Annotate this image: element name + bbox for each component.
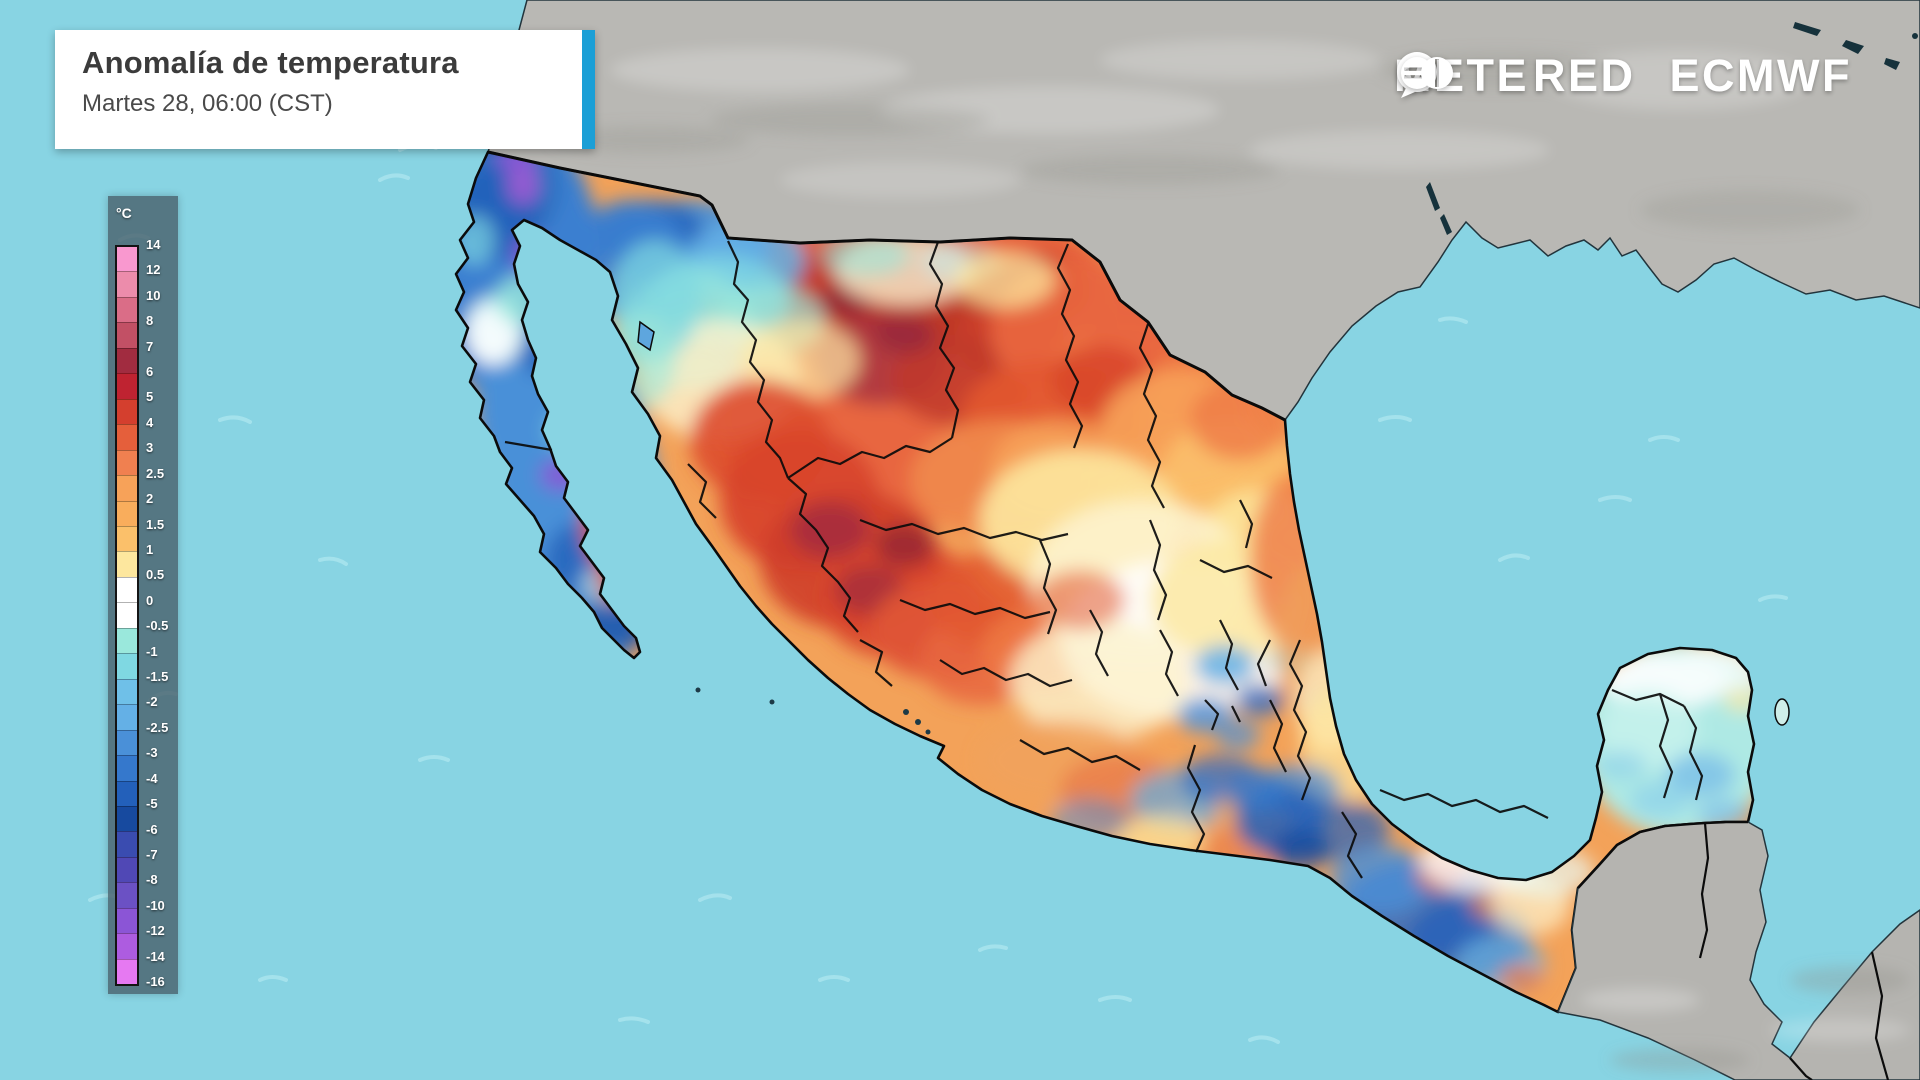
- legend-band: [117, 704, 137, 730]
- legend-tick-label: -2.5: [146, 720, 169, 736]
- legend-tick-label: -1.5: [146, 669, 169, 685]
- us-terrain-shading: [550, 40, 1860, 230]
- legend-band: [117, 322, 137, 348]
- legend-tick-label: 6: [146, 364, 154, 380]
- legend-tick-label: -2: [146, 694, 158, 710]
- legend-tick-label: -7: [146, 847, 158, 863]
- legend-tick-label: 1: [146, 542, 154, 558]
- legend-tick-label: 1.5: [146, 516, 165, 532]
- legend-band: [117, 755, 137, 781]
- legend-tick-label: 2: [146, 491, 154, 507]
- legend-band: [117, 247, 137, 272]
- legend-band: [117, 627, 137, 654]
- central-america-landmass: [1556, 820, 1920, 1080]
- legend-band: [117, 882, 137, 908]
- legend-band: [117, 525, 137, 552]
- us-mexico-border: [487, 150, 1286, 422]
- legend-tick-label: -8: [146, 872, 158, 888]
- branding: METE RED ECMWF: [1394, 50, 1852, 102]
- legend-band: [117, 449, 137, 476]
- legend-tick-label: 0: [146, 592, 154, 608]
- mexico-guatemala-border: [1577, 820, 1748, 889]
- legend-band: [117, 475, 137, 501]
- central-america-terrain-shading: [1580, 966, 1910, 1072]
- legend-band: [117, 933, 137, 959]
- legend-tick-label: -12: [146, 923, 165, 939]
- legend-band: [117, 398, 137, 425]
- legend-band: [117, 653, 137, 679]
- brand-text-right: RED: [1533, 50, 1636, 101]
- legend-band: [117, 576, 137, 603]
- legend-band: [117, 831, 137, 857]
- offshore-islands: [1426, 22, 1918, 235]
- mexico-outline: [454, 150, 1756, 1014]
- legend-tick-label: 7: [146, 338, 154, 354]
- legend-tick-labels: 14 12 10 8 7 6 5 4 3 2.5 2 1.5 1 0.5 0 -0.5 -1 -1.5 -2 -2.5…: [146, 237, 178, 989]
- legend-tick-label: 0.5: [146, 567, 165, 583]
- title-card: Anomalía de temperatura Martes 28, 06:00…: [55, 30, 595, 149]
- legend-tick-label: -4: [146, 770, 158, 786]
- legend-tick-label: -3: [146, 745, 158, 761]
- map-title: Anomalía de temperatura: [82, 45, 459, 80]
- legend-tick-label: 2.5: [146, 465, 165, 481]
- legend-unit-label: °C: [116, 205, 132, 221]
- legend-band: [117, 907, 137, 934]
- legend-band: [117, 958, 137, 985]
- legend-band: [117, 551, 137, 577]
- legend-band: [117, 805, 137, 832]
- legend-tick-label: 4: [146, 415, 154, 431]
- legend-panel: °C 14 12 10 8 7 6 5 4 3 2.5 2 1.5 1 0.5 0 -0.5 -1 -1.5 -2 -…: [108, 196, 178, 994]
- map-datetime: Martes 28, 06:00 (CST): [82, 90, 333, 117]
- legend-band: [117, 424, 137, 450]
- legend-tick-label: -5: [146, 796, 158, 812]
- legend-tick-label: -6: [146, 821, 158, 837]
- central-america-borders: [1698, 822, 1890, 1080]
- partner-text: ECMWF: [1669, 50, 1852, 101]
- legend-band: [117, 780, 137, 806]
- state-borders: [504, 240, 1704, 879]
- legend-band: [117, 271, 137, 297]
- legend-band: [117, 856, 137, 883]
- legend-tick-label: -10: [146, 897, 165, 913]
- legend-colorbar: [115, 245, 139, 986]
- legend-tick-label: 10: [146, 288, 161, 304]
- legend-band: [117, 678, 137, 705]
- legend-tick-label: 14: [146, 237, 161, 253]
- legend-tick-label: -0.5: [146, 618, 169, 634]
- legend-tick-label: -14: [146, 948, 165, 964]
- legend-band: [117, 373, 137, 399]
- legend-tick-label: -16: [146, 974, 165, 990]
- legend-tick-label: -1: [146, 643, 158, 659]
- legend-tick-label: 3: [146, 440, 154, 456]
- legend-band: [117, 729, 137, 756]
- legend-band: [117, 602, 137, 628]
- legend-tick-label: 8: [146, 313, 154, 329]
- accent-bar: [582, 30, 595, 149]
- mexican-islands: [637, 320, 1790, 735]
- legend-band: [117, 500, 137, 526]
- us-landmass: [487, 0, 1920, 421]
- legend-band: [117, 296, 137, 323]
- legend-band: [117, 347, 137, 374]
- title-card-content: Anomalía de temperatura Martes 28, 06:00…: [55, 30, 582, 149]
- legend-tick-label: 5: [146, 389, 154, 405]
- legend-tick-label: 12: [146, 262, 161, 278]
